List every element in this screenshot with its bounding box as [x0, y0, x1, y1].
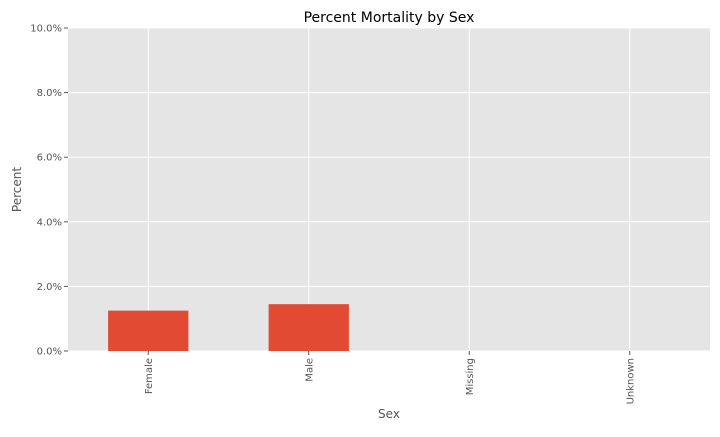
x-tick-label: Missing [465, 358, 476, 395]
y-tick-label: 6.0% [37, 153, 62, 164]
bar-female [108, 310, 189, 351]
x-tick-label: Male [304, 358, 315, 382]
x-tick-label: Unknown [625, 358, 636, 404]
y-tick-label: 8.0% [37, 88, 62, 99]
y-tick-label: 2.0% [37, 282, 62, 293]
y-tick-label: 10.0% [30, 24, 62, 35]
bar-male [268, 304, 349, 351]
x-tick-label: Female [144, 358, 155, 394]
x-axis-label: Sex [378, 407, 400, 421]
x-axis: Female Male Missing Unknown [144, 351, 636, 404]
y-axis-label: Percent [10, 167, 24, 212]
grid-layer [68, 27, 710, 352]
y-tick-label: 4.0% [37, 217, 62, 228]
plot-area [68, 28, 710, 351]
chart-title: Percent Mortality by Sex [304, 10, 475, 26]
y-tick-label: 0.0% [37, 347, 62, 358]
y-axis: 0.0% 2.0% 4.0% 6.0% 8.0% 10.0% [30, 24, 68, 358]
bars-layer [108, 304, 349, 351]
